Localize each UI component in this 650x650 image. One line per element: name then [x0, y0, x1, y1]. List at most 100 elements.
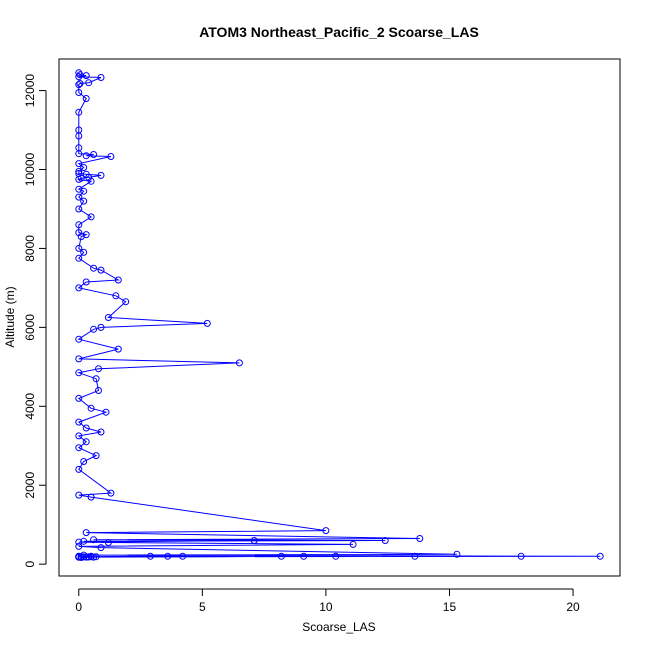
data-point — [82, 529, 90, 537]
y-tick-label: 10000 — [23, 152, 37, 186]
x-tick-label: 5 — [199, 600, 206, 614]
y-axis-label: Altitude (m) — [3, 286, 17, 347]
data-point — [76, 80, 84, 87]
data-point — [82, 278, 90, 286]
data-point — [75, 538, 83, 546]
data-point — [80, 197, 88, 205]
data-point — [77, 233, 85, 241]
data-point — [92, 375, 100, 383]
y-tick-label: 2000 — [23, 472, 37, 499]
chart-title: ATOM3 Northeast_Pacific_2 Scoarse_LAS — [199, 24, 479, 40]
data-point — [95, 365, 102, 373]
data-point — [90, 325, 98, 333]
data-point — [235, 359, 243, 367]
data-point — [250, 537, 258, 544]
y-tick-label: 8000 — [23, 235, 37, 262]
data-point — [75, 168, 83, 175]
data-point — [80, 187, 88, 195]
data-point — [114, 276, 122, 284]
data-point — [95, 387, 102, 394]
data-point — [322, 527, 330, 535]
data-point — [75, 150, 83, 158]
data-point — [75, 465, 83, 473]
data-point — [75, 369, 83, 377]
data-point — [164, 552, 172, 560]
y-tick-label: 4000 — [23, 393, 37, 420]
data-point — [453, 550, 461, 558]
data-point — [104, 539, 112, 546]
data-point — [349, 540, 357, 548]
x-tick-label: 10 — [319, 600, 333, 614]
data-point — [87, 177, 95, 185]
data-point — [87, 213, 95, 221]
data-point — [82, 438, 90, 446]
x-tick-label: 0 — [75, 600, 82, 614]
data-point — [75, 81, 83, 89]
data-point — [146, 552, 154, 560]
data-point — [97, 544, 105, 552]
data-point — [82, 424, 90, 432]
data-point — [75, 244, 83, 252]
x-axis: 0 5 10 15 20 — [75, 588, 580, 614]
data-point — [381, 537, 389, 544]
data-point — [75, 432, 83, 440]
data-point — [277, 552, 285, 560]
data-point — [75, 132, 83, 140]
data-point — [90, 264, 98, 272]
x-tick-label: 15 — [443, 600, 457, 614]
data-point — [75, 418, 83, 426]
data-point — [87, 404, 95, 412]
data-point — [203, 319, 211, 327]
data-point — [75, 193, 83, 201]
data-point — [82, 72, 90, 80]
data-point — [87, 493, 95, 501]
data-point — [75, 284, 83, 292]
data-point — [107, 489, 115, 497]
data-point — [97, 428, 105, 436]
x-axis-label: Scoarse_LAS — [302, 620, 375, 634]
data-point — [112, 292, 120, 300]
data-point — [80, 248, 88, 256]
data-point — [97, 171, 105, 179]
data-point — [75, 160, 83, 168]
data-point — [97, 74, 105, 81]
data-point — [80, 537, 88, 545]
data-point — [90, 151, 98, 158]
y-tick-label: 0 — [23, 561, 37, 568]
y-tick-label: 12000 — [23, 74, 37, 108]
data-point — [92, 553, 100, 561]
data-point — [75, 491, 83, 499]
data-point — [75, 205, 83, 213]
plot-frame — [58, 58, 621, 577]
data-point — [82, 152, 90, 160]
data-point — [97, 323, 105, 331]
plot-area — [75, 69, 604, 561]
data-point — [179, 552, 187, 560]
data-point — [75, 108, 83, 116]
data-point — [75, 355, 83, 363]
data-point — [80, 553, 88, 561]
data-point — [92, 452, 100, 460]
series-line — [76, 72, 601, 559]
data-point — [80, 164, 88, 171]
data-point — [97, 266, 105, 274]
data-point — [75, 542, 83, 550]
data-point — [411, 552, 419, 560]
data-point — [85, 79, 93, 87]
data-point — [75, 175, 83, 183]
data-point — [107, 153, 115, 160]
data-point — [114, 345, 122, 353]
data-point — [82, 553, 90, 561]
data-point — [75, 444, 83, 452]
data-point — [75, 553, 83, 561]
data-point — [75, 73, 83, 81]
data-point — [75, 89, 83, 96]
data-point — [102, 408, 110, 416]
data-point — [90, 536, 98, 544]
data-point — [75, 221, 83, 229]
data-point — [300, 552, 308, 560]
y-axis: 0 2000 4000 6000 8000 10000 12000 — [23, 74, 47, 568]
x-tick-label: 20 — [566, 600, 580, 614]
data-point — [82, 95, 90, 102]
